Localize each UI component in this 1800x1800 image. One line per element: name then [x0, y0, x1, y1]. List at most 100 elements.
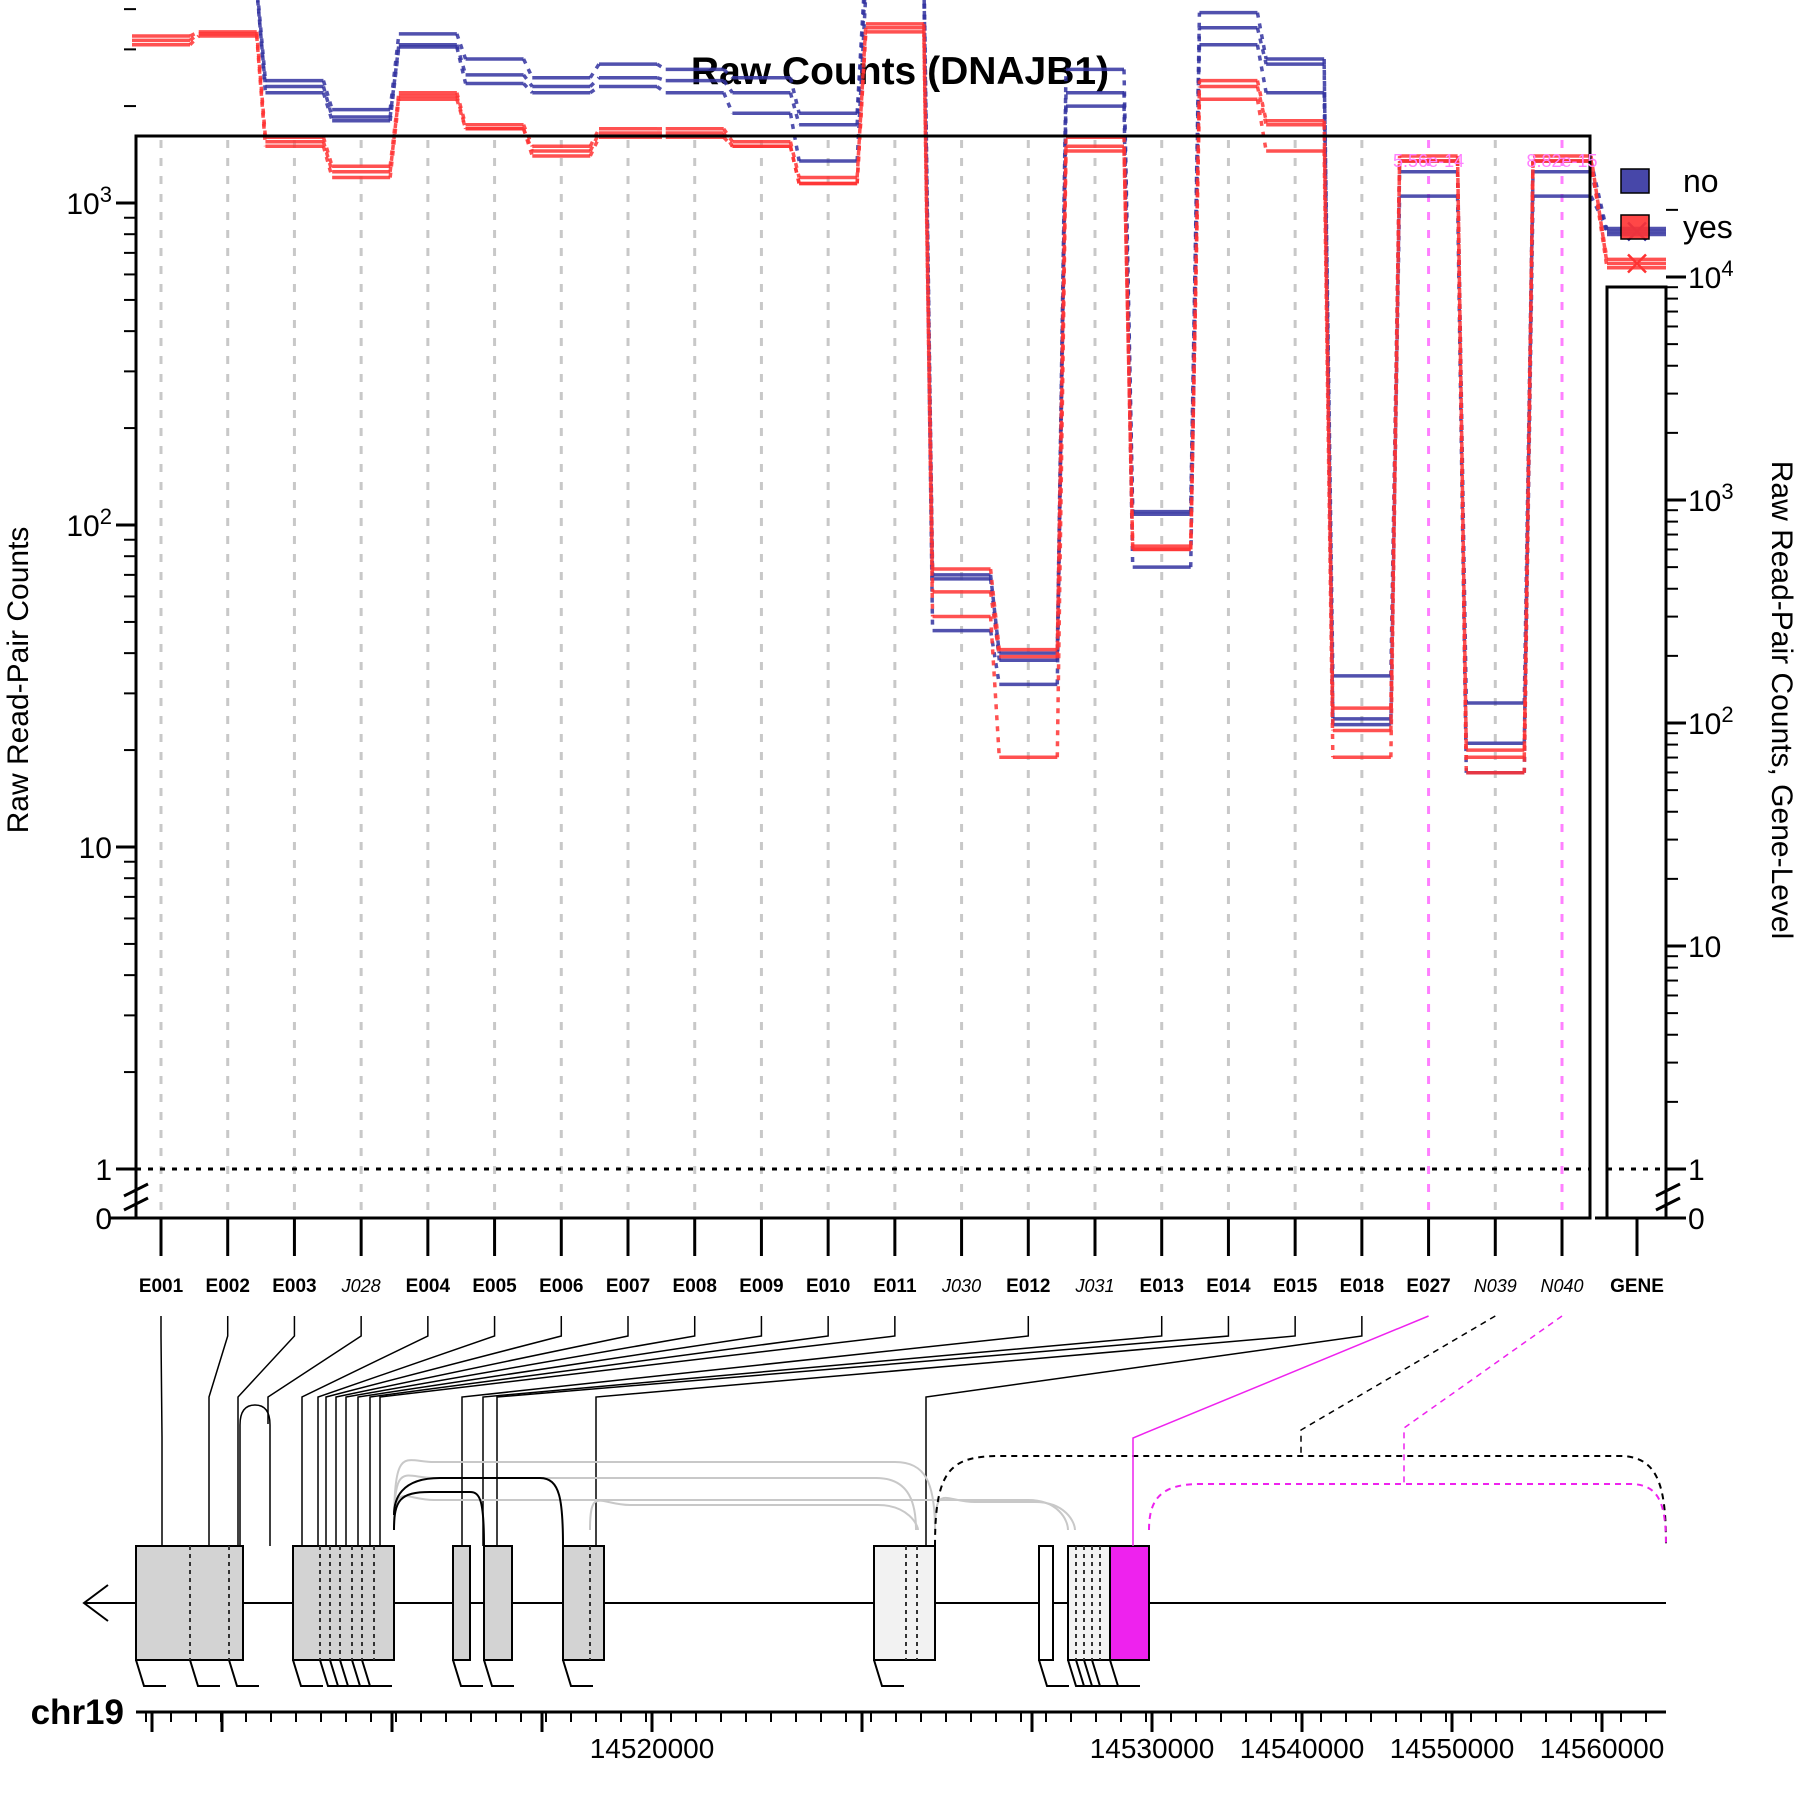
- feature-connector-e001: [160, 1316, 163, 1546]
- count-connector: [1255, 80, 1268, 122]
- strand-arrow-icon: [82, 1584, 109, 1622]
- count-connector: [722, 127, 734, 143]
- feature-connector-n039: [1300, 1315, 1496, 1456]
- count-connector: [722, 92, 735, 114]
- gene-model-track: chr19 14520000 14530000 14540000 14550000 145…: [31, 1315, 1667, 1764]
- chromosome-label: chr19: [31, 1693, 124, 1732]
- gene-y-tick-label: 10: [1688, 931, 1721, 964]
- genomic-connector-8: [361, 1659, 392, 1687]
- count-connector: [656, 62, 667, 71]
- count-connector: [321, 145, 334, 178]
- genomic-tick-label: 14550000: [1390, 1733, 1515, 1764]
- pvalue-label-n040: 8.82e-15: [1526, 151, 1597, 171]
- genomic-connector-1: [189, 1659, 220, 1687]
- feature-connector-j028: [267, 1316, 362, 1424]
- feature-connector-e011: [379, 1316, 896, 1546]
- genomic-connector-10: [483, 1659, 514, 1687]
- count-connector: [1188, 99, 1202, 550]
- feature-label-e004: E004: [406, 1276, 451, 1297]
- exon-block-8: [1109, 1545, 1150, 1661]
- feature-connector-e027: [1132, 1315, 1429, 1546]
- count-connector: [1255, 12, 1268, 60]
- legend-swatch-no: [1620, 168, 1650, 194]
- count-connector: [254, 35, 268, 147]
- exon-block-2: [452, 1545, 471, 1661]
- count-connector: [188, 32, 200, 42]
- feature-label-j028: J028: [341, 1276, 381, 1296]
- junction-arc-grey-1: [393, 1474, 917, 1531]
- count-connector: [455, 46, 468, 84]
- y-tick-label: 1: [95, 1154, 112, 1187]
- junction-arc-n039: [934, 1455, 1667, 1547]
- count-connector: [855, 31, 868, 184]
- genomic-connector-18: [1109, 1659, 1140, 1687]
- feature-connector-e002: [208, 1316, 229, 1546]
- count-connector: [1522, 171, 1535, 744]
- feature-labels: 5.56e-14 8.82e-15 E001 E002 E003 J028 E004 E005…: [139, 151, 1664, 1297]
- count-connector: [1389, 161, 1402, 758]
- y-axis-label-right: Raw Read-Pair Counts, Gene-Level: [1765, 461, 1798, 940]
- count-connector: [1255, 44, 1268, 94]
- y-tick-label: 103: [66, 182, 112, 221]
- feature-connector-e018: [925, 1316, 1363, 1546]
- feature-label-e015: E015: [1273, 1276, 1318, 1297]
- count-connector: [988, 574, 1002, 654]
- count-connector: [321, 80, 334, 111]
- junction-arc-black-0: [393, 1491, 485, 1547]
- series-lines: [132, 0, 1591, 775]
- pvalue-label-e027: 5.56e-14: [1393, 151, 1464, 171]
- junction-arc-n040: [1148, 1483, 1667, 1547]
- exon-block-4: [562, 1545, 605, 1661]
- count-connector: [1455, 161, 1469, 773]
- count-connector: [922, 31, 935, 617]
- count-connector: [255, 0, 268, 87]
- count-connector: [455, 98, 468, 130]
- feature-label-e011: E011: [873, 1276, 917, 1297]
- genomic-connector-2: [228, 1659, 259, 1687]
- feature-label-e012: E012: [1006, 1276, 1050, 1297]
- exon-block-5: [873, 1545, 936, 1661]
- count-connector: [1522, 161, 1535, 758]
- feature-label-n039: N039: [1474, 1276, 1517, 1296]
- exon-block-7: [1067, 1545, 1111, 1661]
- axis-break-mark: [123, 1196, 149, 1212]
- count-connector: [589, 76, 601, 88]
- feature-label-j031: J031: [1074, 1276, 1114, 1296]
- feature-label-e013: E013: [1140, 1276, 1184, 1297]
- feature-label-e006: E006: [539, 1276, 583, 1297]
- genomic-tick-label: 14560000: [1540, 1733, 1665, 1764]
- count-connector: [1389, 161, 1402, 731]
- count-connector: [855, 23, 868, 178]
- feature-connector-e015: [595, 1316, 1296, 1546]
- series-yes-5: [132, 30, 1591, 775]
- count-connector: [254, 31, 268, 138]
- gene-y-tick-label: 102: [1688, 702, 1734, 741]
- count-connector: [388, 99, 401, 178]
- gene-axis-break-mark: [1655, 1182, 1681, 1198]
- genomic-tick-label: 14530000: [1090, 1733, 1215, 1764]
- count-connector: [256, 0, 268, 93]
- count-connector: [588, 132, 601, 152]
- gene-y-tick-label: 103: [1688, 479, 1734, 518]
- count-connector: [455, 33, 468, 60]
- count-connector: [321, 86, 334, 118]
- feature-label-e008: E008: [673, 1276, 717, 1297]
- junction-arc-grey-3: [589, 1499, 919, 1531]
- count-connector: [655, 85, 667, 95]
- genomic-connector-17: [1091, 1659, 1122, 1687]
- legend-label-no: no: [1683, 163, 1719, 199]
- feature-label-e001: E001: [139, 1276, 184, 1297]
- count-connector: [1255, 98, 1268, 152]
- count-connector: [189, 30, 200, 38]
- genomic-connector-9: [452, 1659, 483, 1687]
- count-connector: [788, 92, 801, 126]
- gene-y-tick-exponent: 4: [1721, 256, 1733, 281]
- feature-label-e009: E009: [739, 1276, 783, 1297]
- gene-level-panel: 0 1 10 102 103 104: [1589, 155, 1734, 1256]
- feature-connector-e007: [335, 1316, 629, 1546]
- count-connector: [1122, 146, 1135, 550]
- axes: 0 1 10 102 103: [66, 8, 1592, 1256]
- series-yes-3: [132, 22, 1591, 752]
- feature-label-e018: E018: [1340, 1276, 1384, 1297]
- count-connector: [521, 58, 534, 79]
